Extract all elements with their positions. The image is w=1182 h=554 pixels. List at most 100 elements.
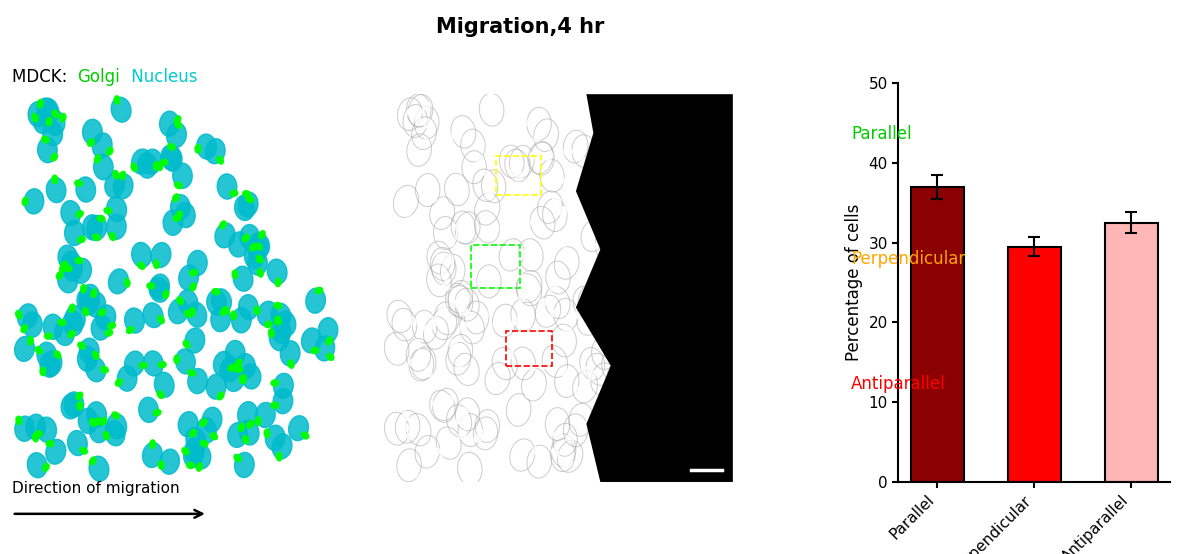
Ellipse shape	[439, 305, 447, 312]
Ellipse shape	[115, 96, 119, 104]
Ellipse shape	[195, 145, 201, 153]
Ellipse shape	[212, 289, 232, 314]
Ellipse shape	[247, 420, 254, 428]
Ellipse shape	[173, 194, 180, 202]
Ellipse shape	[559, 367, 567, 375]
Ellipse shape	[441, 284, 450, 291]
Ellipse shape	[403, 412, 409, 421]
Ellipse shape	[215, 223, 235, 248]
Ellipse shape	[798, 274, 817, 293]
Text: Direction of migration: Direction of migration	[12, 481, 180, 496]
Ellipse shape	[90, 418, 109, 443]
Ellipse shape	[157, 162, 163, 171]
Ellipse shape	[229, 232, 248, 257]
Text: Golgin-97: Golgin-97	[655, 117, 722, 130]
Ellipse shape	[235, 196, 254, 220]
Ellipse shape	[544, 360, 550, 369]
Ellipse shape	[314, 336, 335, 361]
Ellipse shape	[792, 271, 817, 301]
Ellipse shape	[124, 351, 144, 376]
Ellipse shape	[37, 417, 57, 442]
Ellipse shape	[456, 416, 463, 424]
Ellipse shape	[454, 197, 462, 204]
Ellipse shape	[511, 162, 518, 171]
Ellipse shape	[217, 156, 223, 164]
Ellipse shape	[404, 315, 411, 325]
Ellipse shape	[34, 430, 43, 437]
Text: Perpendicular: Perpendicular	[851, 250, 966, 268]
Ellipse shape	[210, 433, 217, 440]
Ellipse shape	[553, 432, 563, 439]
Ellipse shape	[113, 174, 132, 199]
Ellipse shape	[220, 357, 240, 382]
Ellipse shape	[301, 328, 322, 353]
Ellipse shape	[189, 270, 197, 276]
Ellipse shape	[641, 320, 649, 327]
Ellipse shape	[255, 402, 275, 428]
Ellipse shape	[526, 388, 532, 398]
Ellipse shape	[143, 351, 163, 376]
Ellipse shape	[89, 456, 109, 481]
Ellipse shape	[190, 283, 196, 291]
Ellipse shape	[52, 110, 59, 118]
Ellipse shape	[93, 155, 113, 180]
Ellipse shape	[571, 312, 578, 321]
Ellipse shape	[433, 448, 440, 456]
Ellipse shape	[455, 234, 465, 241]
Ellipse shape	[238, 402, 258, 427]
Ellipse shape	[274, 302, 281, 309]
Ellipse shape	[520, 274, 528, 281]
Ellipse shape	[186, 328, 204, 353]
Ellipse shape	[100, 366, 109, 373]
Ellipse shape	[200, 440, 208, 447]
Ellipse shape	[630, 250, 637, 259]
Ellipse shape	[774, 232, 784, 257]
Ellipse shape	[409, 317, 416, 325]
Ellipse shape	[63, 256, 83, 281]
Ellipse shape	[214, 351, 233, 376]
Text: Golgi: Golgi	[77, 68, 119, 86]
Ellipse shape	[67, 430, 87, 455]
Ellipse shape	[33, 433, 38, 442]
Ellipse shape	[241, 375, 246, 383]
Ellipse shape	[773, 230, 790, 249]
Ellipse shape	[606, 402, 615, 409]
Ellipse shape	[429, 194, 437, 203]
Text: Migration,4 hr: Migration,4 hr	[436, 17, 604, 37]
Ellipse shape	[766, 102, 785, 124]
Text: Parallel: Parallel	[851, 125, 911, 143]
Ellipse shape	[249, 233, 269, 258]
Ellipse shape	[90, 419, 96, 427]
Ellipse shape	[189, 429, 196, 437]
Ellipse shape	[603, 266, 611, 273]
Ellipse shape	[647, 343, 654, 353]
Ellipse shape	[564, 148, 572, 155]
Ellipse shape	[206, 138, 225, 164]
Ellipse shape	[582, 367, 590, 374]
Ellipse shape	[700, 327, 708, 336]
Ellipse shape	[85, 357, 105, 382]
Ellipse shape	[482, 310, 488, 320]
Ellipse shape	[462, 135, 468, 145]
Ellipse shape	[563, 248, 570, 257]
Ellipse shape	[37, 342, 57, 367]
Ellipse shape	[54, 320, 74, 346]
Ellipse shape	[402, 423, 409, 432]
Bar	[1007, 247, 1061, 482]
Ellipse shape	[500, 367, 508, 375]
Ellipse shape	[92, 351, 99, 360]
Ellipse shape	[228, 364, 235, 371]
Ellipse shape	[277, 453, 282, 461]
Ellipse shape	[83, 119, 102, 145]
Ellipse shape	[615, 253, 621, 263]
Ellipse shape	[455, 224, 462, 233]
Ellipse shape	[794, 344, 812, 367]
Ellipse shape	[22, 312, 43, 337]
Ellipse shape	[551, 448, 559, 457]
Ellipse shape	[142, 149, 162, 174]
Ellipse shape	[271, 319, 291, 343]
Ellipse shape	[232, 307, 251, 333]
Ellipse shape	[58, 268, 78, 293]
Ellipse shape	[455, 360, 462, 368]
Ellipse shape	[131, 149, 151, 174]
